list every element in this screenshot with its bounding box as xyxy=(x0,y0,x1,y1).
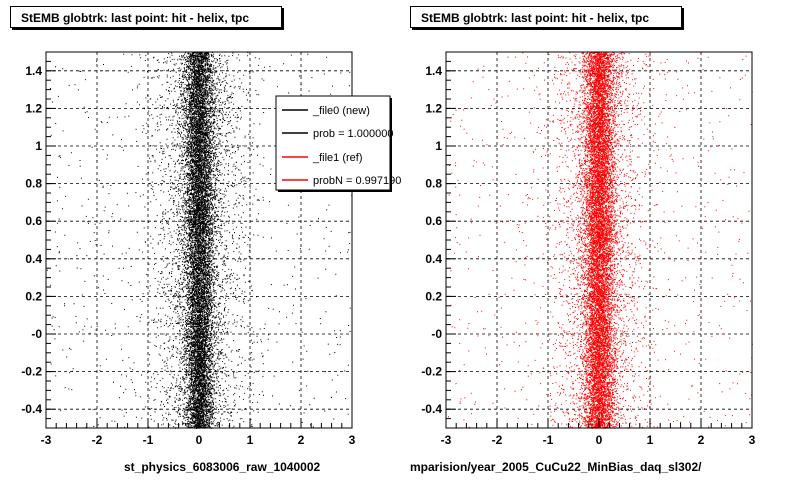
x-tick-label: -3 xyxy=(41,433,52,447)
x-tick-label: 3 xyxy=(749,433,756,447)
legend-label-file0: _file0 (new) xyxy=(312,105,370,117)
plot-title-right: StEMB globtrk: last point: hit - helix, … xyxy=(410,6,682,28)
x-tick-label: -2 xyxy=(92,433,103,447)
legend-entry: prob = 1.000000 xyxy=(282,128,393,140)
x-tick-label: -1 xyxy=(143,433,154,447)
x-tick-label: -3 xyxy=(441,433,452,447)
y-tick-label: -0.2 xyxy=(21,365,42,379)
x-axis: -3 -2 -1 0 1 2 3 xyxy=(41,418,356,447)
y-tick-label: 0.2 xyxy=(425,289,442,303)
y-tick-label: 0.6 xyxy=(25,214,42,228)
legend: _file0 (new) prob = 1.000000 _file1 (ref… xyxy=(275,95,401,192)
x-tick-label: 0 xyxy=(596,433,603,447)
y-axis: -0.4 -0.2 -0 0.2 0.4 0.6 0.8 1 1.2 1.4 xyxy=(421,51,456,429)
plot-title-left: StEMB globtrk: last point: hit - helix, … xyxy=(10,6,282,28)
x-tick-label: -2 xyxy=(492,433,503,447)
legend-label-file1: _file1 (ref) xyxy=(312,152,363,164)
y-tick-label: 0.8 xyxy=(425,177,442,191)
x-tick-label: 2 xyxy=(298,433,305,447)
scatter-plot-right: -3 -2 -1 0 1 2 3 -0.4 -0.2 -0 0.2 0.4 0.6 0.8 1 1.2 1.4 xyxy=(421,51,756,447)
y-tick-label: 1.2 xyxy=(25,101,42,115)
x-tick-label: 1 xyxy=(247,433,254,447)
x-tick-label: 2 xyxy=(698,433,705,447)
scatter-points xyxy=(46,52,353,429)
y-tick-label: -0 xyxy=(31,327,42,341)
y-tick-label: 0.8 xyxy=(25,177,42,191)
y-tick-label: 1.4 xyxy=(25,64,42,78)
y-tick-label: 1.2 xyxy=(425,101,442,115)
x-tick-label: -1 xyxy=(543,433,554,447)
y-tick-label: -0.4 xyxy=(421,402,442,416)
y-tick-label: 1 xyxy=(435,139,442,153)
legend-label-probn: probN = 0.997190 xyxy=(313,175,401,187)
y-tick-label: -0.4 xyxy=(21,402,42,416)
x-axis-title-left: st_physics_6083006_raw_1040002 xyxy=(124,460,321,474)
y-tick-label: -0 xyxy=(431,327,442,341)
y-tick-label: 0.6 xyxy=(425,214,442,228)
x-tick-label: 3 xyxy=(349,433,356,447)
legend-entry: _file0 (new) xyxy=(282,105,370,117)
scatter-point xyxy=(448,52,753,429)
x-tick-label: 1 xyxy=(647,433,654,447)
x-axis-title-right: mparision/year_2005_CuCu22_MinBias_daq_s… xyxy=(410,460,702,474)
scatter-points xyxy=(448,52,753,429)
x-axis: -3 -2 -1 0 1 2 3 xyxy=(441,418,756,447)
y-tick-label: 1 xyxy=(35,139,42,153)
legend-entry: probN = 0.997190 xyxy=(282,175,401,187)
y-axis: -0.4 -0.2 -0 0.2 0.4 0.6 0.8 1 1.2 1.4 xyxy=(21,51,56,429)
y-tick-label: 1.4 xyxy=(425,64,442,78)
y-tick-label: -0.2 xyxy=(421,365,442,379)
legend-label-prob: prob = 1.000000 xyxy=(313,128,393,140)
y-tick-label: 0.2 xyxy=(25,289,42,303)
legend-entry: _file1 (ref) xyxy=(282,152,363,164)
scatter-point xyxy=(46,52,353,429)
y-tick-label: 0.4 xyxy=(425,252,442,266)
y-tick-label: 0.4 xyxy=(25,252,42,266)
x-tick-label: 0 xyxy=(196,433,203,447)
